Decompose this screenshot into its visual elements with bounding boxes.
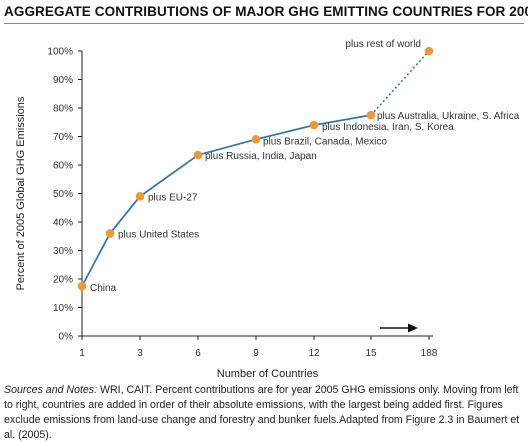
y-tick-label: 70% [53,132,73,143]
data-point [424,46,434,56]
x-tick-label: 3 [137,348,143,359]
y-tick-label: 40% [53,218,73,229]
data-point [251,135,261,144]
y-tick-label: 60% [53,161,73,172]
data-point [77,281,87,291]
data-label: China [90,283,117,294]
x-tick-label: 6 [195,348,201,359]
x-tick-label: 15 [365,348,377,359]
y-tick-labels: 0% 10% 20% 30% 40% 50% 60% 70% 80% 90% 100% [47,47,82,343]
y-tick-label: 30% [53,246,73,257]
y-tick-label: 100% [47,47,73,58]
y-tick-label: 80% [53,104,73,115]
data-point [366,110,376,120]
data-point [309,120,319,130]
y-tick-label: 10% [53,303,73,314]
data-label: plus United States [118,229,199,240]
data-label: plus Australia, Ukraine, S. Africa [377,111,520,122]
notes-text: WRI, CAIT. Percent contributions are for… [4,384,520,441]
ghg-line-chart: 0% 10% 20% 30% 40% 50% 60% 70% 80% 90% 100% 1 3 6 9 12… [15,39,520,380]
y-tick-label: 20% [53,275,73,286]
data-label: plus Indonesia, Iran, S. Korea [322,122,454,133]
y-axis-label: Percent of 2005 Global GHG Emissions [15,96,27,290]
axes [81,51,433,337]
data-point [105,229,115,238]
title-divider [4,23,524,24]
data-points [77,46,434,291]
x-axis-label: Number of Countries [217,368,319,380]
notes-lead: Sources and Notes: [4,384,98,396]
data-point [193,150,203,160]
x-tick-label: 188 [421,348,438,359]
data-label: plus EU-27 [148,192,198,203]
x-tick-label: 1 [79,348,85,359]
data-point [135,192,145,201]
data-label: plus rest of world [345,39,421,50]
chart-title: AGGREGATE CONTRIBUTIONS OF MAJOR GHG EMI… [4,4,528,19]
y-tick-label: 50% [53,189,73,200]
y-tick-label: 0% [59,332,74,343]
data-label: plus Russia, India, Japan [205,151,317,162]
data-labels: China plus United States plus EU-27 plus Ru… [90,39,520,294]
x-tick-label: 9 [253,348,259,359]
series-line [81,50,430,287]
x-tick-label: 12 [308,348,320,359]
series-line-dotted [370,50,430,116]
y-tick-label: 90% [53,75,73,86]
data-label: plus Brazil, Canada, Mexico [263,136,387,147]
x-tick-labels: 1 3 6 9 12 15 188 [79,336,438,359]
sources-notes: Sources and Notes: WRI, CAIT. Percent co… [4,383,526,443]
break-arrow-head [408,323,418,333]
